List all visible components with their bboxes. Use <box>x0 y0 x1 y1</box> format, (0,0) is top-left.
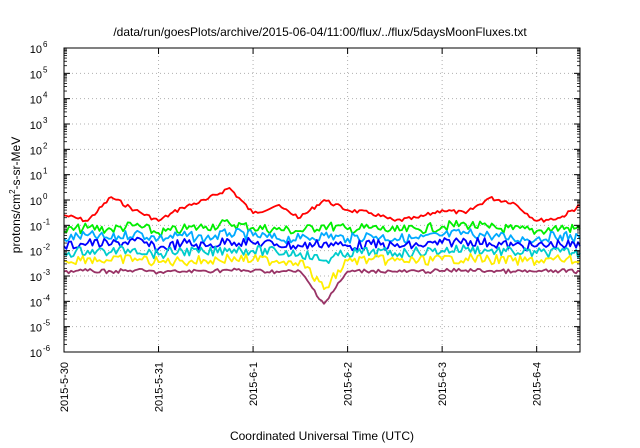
y-tick-exponent: 6 <box>43 40 48 49</box>
y-tick-exponent: 4 <box>43 91 48 100</box>
y-tick-exponent: 1 <box>43 167 48 176</box>
y-tick-exponent: 5 <box>43 65 48 74</box>
y-tick-label: 10 <box>30 120 42 132</box>
y-axis-label-superscript: 2 <box>8 189 17 194</box>
y-axis-label-units: -s-sr-MeV <box>9 137 23 190</box>
y-axis-label-main: protons/cm <box>9 194 23 253</box>
x-tick-label: 2015-6-2 <box>343 362 355 406</box>
series-line <box>63 236 581 254</box>
y-tick-exponent: -4 <box>43 293 51 302</box>
x-tick-label: 2015-5-31 <box>154 362 166 412</box>
y-tick-label: 10 <box>30 323 42 335</box>
series-line <box>63 252 581 291</box>
y-tick-exponent: -1 <box>43 217 51 226</box>
y-tick-label: 10 <box>30 272 42 284</box>
x-axis-label: Coordinated Universal Time (UTC) <box>230 429 414 443</box>
data-series <box>63 186 581 305</box>
y-tick-exponent: 0 <box>43 192 48 201</box>
y-tick-label: 10 <box>30 171 42 183</box>
x-tick-label: 2015-5-30 <box>59 362 71 412</box>
y-tick-label: 10 <box>30 145 42 157</box>
y-tick-label: 10 <box>30 95 42 107</box>
y-axis-ticks: 10 -610 -510 -410 -310 -210 -110 010 110 210 310 41… <box>30 40 580 360</box>
series-line <box>63 219 581 238</box>
y-tick-label: 10 <box>30 69 42 81</box>
y-tick-exponent: -3 <box>43 268 51 277</box>
y-tick-exponent: 3 <box>43 116 48 125</box>
y-tick-label: 10 <box>30 247 42 259</box>
chart-title: /data/run/goesPlots/archive/2015-06-04/1… <box>113 25 527 39</box>
y-tick-label: 10 <box>30 196 42 208</box>
y-axis-label: protons/cm2-s-sr-MeV <box>8 137 23 253</box>
x-tick-label: 2015-6-1 <box>248 362 260 406</box>
y-tick-label: 10 <box>30 221 42 233</box>
grid-lines <box>64 48 580 352</box>
y-tick-label: 10 <box>30 348 42 360</box>
plot-frame <box>63 47 581 353</box>
y-tick-exponent: -6 <box>43 344 51 353</box>
y-tick-label: 10 <box>30 297 42 309</box>
series-line <box>63 267 581 305</box>
series-line <box>63 186 581 223</box>
y-tick-exponent: -2 <box>43 243 51 252</box>
y-tick-label: 10 <box>30 44 42 56</box>
y-tick-exponent: -5 <box>43 319 51 328</box>
series-line <box>63 244 581 265</box>
series-line <box>63 227 581 245</box>
x-axis-ticks: 2015-5-30 2015-5-31 2015-6-1 2015-6-2 2015-6… <box>59 48 544 412</box>
x-tick-label: 2015-6-4 <box>532 362 544 406</box>
y-tick-exponent: 2 <box>43 141 48 150</box>
x-tick-label: 2015-6-3 <box>437 362 449 406</box>
